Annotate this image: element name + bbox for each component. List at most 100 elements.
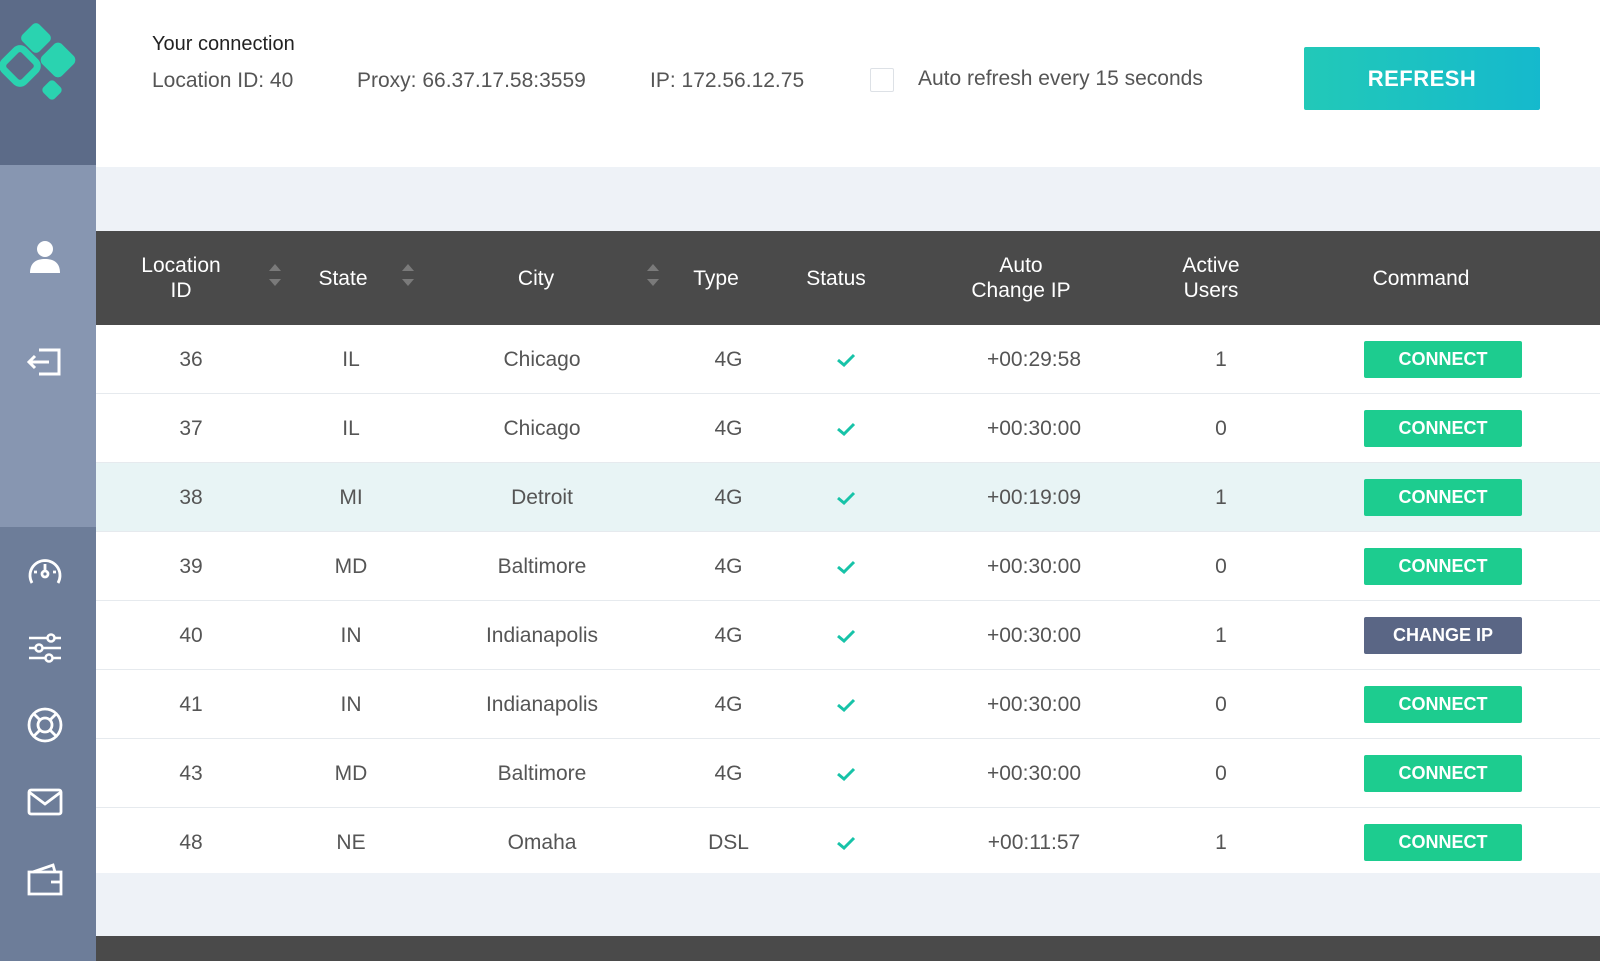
refresh-button[interactable]: REFRESH: [1304, 47, 1540, 110]
connect-button[interactable]: CONNECT: [1364, 824, 1522, 861]
status-ok-icon: [816, 808, 876, 877]
proxy-text: Proxy: 66.37.17.58:3559: [357, 69, 586, 92]
status-ok-icon: [816, 739, 876, 808]
cell-command: CONNECT: [1354, 394, 1532, 463]
cell-state: IL: [342, 347, 360, 371]
cell-auto-change-ip: +00:11:57: [987, 830, 1081, 854]
sort-location-id-icon[interactable]: [268, 262, 282, 292]
cell-type: 4G: [714, 692, 743, 716]
col-city[interactable]: City: [517, 266, 555, 290]
footer-bar: [96, 936, 1600, 961]
cell-command: CONNECT: [1354, 670, 1532, 739]
location-id-text: Location ID: 40: [152, 69, 294, 92]
table-row[interactable]: 39 MD Baltimore 4G +00:30:00 0 CONNECT: [96, 532, 1600, 601]
cell-active-users: 0: [1215, 692, 1227, 716]
connect-button[interactable]: CONNECT: [1364, 686, 1522, 723]
cell-command: CONNECT: [1354, 325, 1532, 394]
cell-type: 4G: [714, 554, 743, 578]
logo-area: [0, 0, 96, 165]
col-active-users: Active Users: [1182, 254, 1240, 302]
speedometer-icon[interactable]: [24, 551, 66, 593]
lifebuoy-icon[interactable]: [24, 704, 66, 746]
status-ok-icon: [816, 670, 876, 739]
cell-city: Detroit: [511, 485, 573, 509]
cell-type: 4G: [714, 485, 743, 509]
cell-location-id: 48: [179, 830, 203, 854]
table-row[interactable]: 41 IN Indianapolis 4G +00:30:00 0 CONNECT: [96, 670, 1600, 739]
status-ok-icon: [816, 394, 876, 463]
cell-active-users: 1: [1215, 347, 1227, 371]
table-row[interactable]: 38 MI Detroit 4G +00:19:09 1 CONNECT: [96, 463, 1600, 532]
cell-location-id: 39: [179, 554, 203, 578]
cell-active-users: 1: [1215, 623, 1227, 647]
status-ok-icon: [816, 601, 876, 670]
cell-state: IN: [340, 623, 362, 647]
connection-header: Your connection Location ID: 40 Proxy: 6…: [96, 0, 1600, 167]
cell-location-id: 41: [179, 692, 203, 716]
cell-auto-change-ip: +00:30:00: [986, 554, 1081, 578]
cell-active-users: 1: [1215, 830, 1227, 854]
connect-button[interactable]: CONNECT: [1364, 548, 1522, 585]
cell-auto-change-ip: +00:19:09: [986, 485, 1081, 509]
col-type: Type: [693, 266, 739, 290]
connect-button[interactable]: CONNECT: [1364, 755, 1522, 792]
cell-location-id: 37: [179, 416, 203, 440]
cell-active-users: 0: [1215, 416, 1227, 440]
col-auto-change-ip: Auto Change IP: [971, 254, 1071, 302]
table-row[interactable]: 40 IN Indianapolis 4G +00:30:00 1 CHANGE IP: [96, 601, 1600, 670]
cell-command: CONNECT: [1354, 739, 1532, 808]
col-location-id[interactable]: Location ID: [141, 254, 221, 302]
table-header: Location ID State City Type Status Auto …: [96, 231, 1600, 325]
cell-command: CONNECT: [1354, 532, 1532, 601]
wallet-icon[interactable]: [24, 859, 66, 901]
cell-type: 4G: [714, 416, 743, 440]
cell-command: CHANGE IP: [1354, 601, 1532, 670]
cell-auto-change-ip: +00:30:00: [986, 416, 1081, 440]
app-logo-icon: [0, 23, 76, 100]
cell-auto-change-ip: +00:30:00: [986, 692, 1081, 716]
connect-button[interactable]: CONNECT: [1364, 479, 1522, 516]
user-icon[interactable]: [24, 235, 66, 277]
change-ip-button[interactable]: CHANGE IP: [1364, 617, 1522, 654]
table-row[interactable]: 43 MD Baltimore 4G +00:30:00 0 CONNECT: [96, 739, 1600, 808]
cell-command: CONNECT: [1354, 808, 1532, 877]
sidebar-user-section: [0, 165, 96, 527]
sort-city-icon[interactable]: [646, 262, 660, 292]
cell-state: NE: [336, 830, 366, 854]
cell-auto-change-ip: +00:30:00: [986, 761, 1081, 785]
sort-state-icon[interactable]: [401, 262, 415, 292]
table-row[interactable]: 37 IL Chicago 4G +00:30:00 0 CONNECT: [96, 394, 1600, 463]
cell-location-id: 40: [179, 623, 203, 647]
cell-active-users: 0: [1215, 554, 1227, 578]
cell-command: CONNECT: [1354, 463, 1532, 532]
cell-auto-change-ip: +00:29:58: [986, 347, 1081, 371]
col-status: Status: [806, 266, 866, 290]
status-ok-icon: [816, 463, 876, 532]
cell-active-users: 1: [1215, 485, 1227, 509]
cell-state: MD: [334, 554, 368, 578]
connect-button[interactable]: CONNECT: [1364, 410, 1522, 447]
cell-city: Baltimore: [497, 554, 587, 578]
table-row[interactable]: 48 NE Omaha DSL +00:11:57 1 CONNECT: [96, 808, 1600, 877]
connect-button[interactable]: CONNECT: [1364, 341, 1522, 378]
col-command: Command: [1372, 266, 1470, 290]
mail-icon[interactable]: [24, 781, 66, 823]
table-row[interactable]: 36 IL Chicago 4G +00:29:58 1 CONNECT: [96, 325, 1600, 394]
logout-icon[interactable]: [24, 341, 66, 383]
auto-refresh-checkbox[interactable]: [870, 68, 894, 92]
spacer-band: [96, 167, 1600, 231]
cell-city: Indianapolis: [485, 623, 599, 647]
cell-city: Chicago: [503, 416, 581, 440]
col-state[interactable]: State: [318, 266, 368, 290]
status-ok-icon: [816, 325, 876, 394]
status-ok-icon: [816, 532, 876, 601]
table-body: 36 IL Chicago 4G +00:29:58 1 CONNECT 37 IL Chicag…: [96, 325, 1600, 877]
cell-type: DSL: [708, 830, 749, 854]
cell-location-id: 43: [179, 761, 203, 785]
auto-refresh-label: Auto refresh every 15 seconds: [918, 67, 1203, 90]
sidebar-tools: [0, 527, 96, 961]
cell-location-id: 38: [179, 485, 203, 509]
cell-active-users: 0: [1215, 761, 1227, 785]
sliders-icon[interactable]: [24, 627, 66, 669]
cell-city: Chicago: [503, 347, 581, 371]
